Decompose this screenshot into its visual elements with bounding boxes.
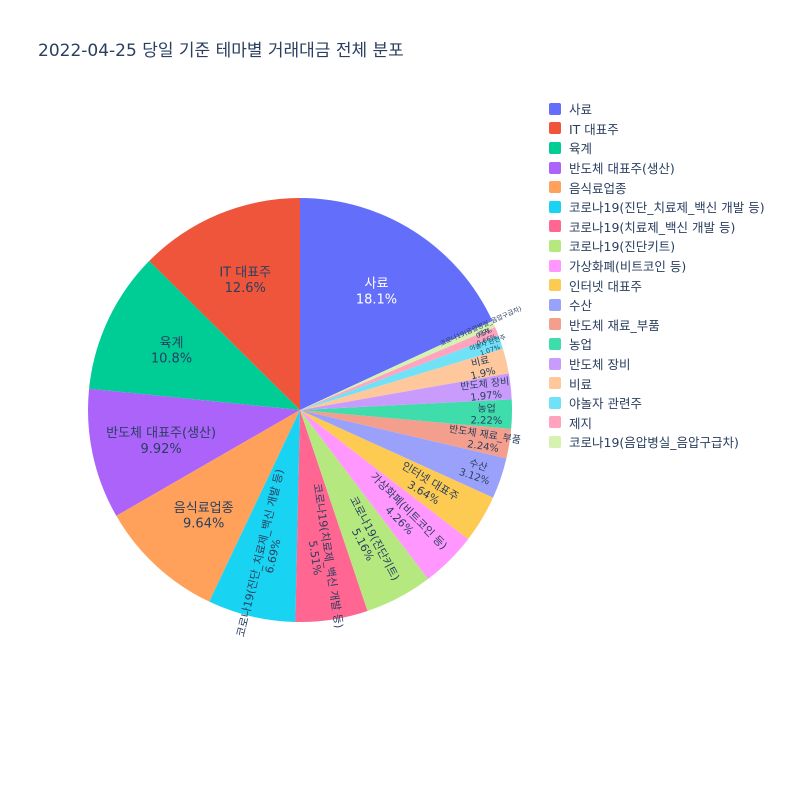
legend-label: IT 대표주 (569, 121, 619, 137)
pie-slice-6[interactable] (295, 410, 368, 623)
legend-label: 코로나19(치료제_백신 개발 등) (569, 219, 736, 235)
pie-slice-14[interactable] (300, 348, 509, 410)
legend-swatch (549, 318, 561, 331)
pie-slice-3[interactable] (87, 388, 300, 516)
legend-item-6[interactable]: 코로나19(치료제_백신 개발 등) (549, 217, 765, 237)
legend-item-4[interactable]: 음식료업종 (549, 177, 765, 197)
pie-slice-11[interactable] (300, 410, 512, 459)
legend-swatch (549, 279, 561, 292)
legend-swatch (549, 416, 561, 429)
pie-slice-10[interactable] (300, 410, 507, 498)
legend-label: 육계 (569, 141, 593, 157)
legend-label: 야놀자 관련주 (569, 396, 642, 412)
legend-label: 제지 (569, 415, 593, 431)
legend-item-11[interactable]: 반도체 재료_부품 (549, 315, 765, 335)
legend-item-1[interactable]: IT 대표주 (549, 119, 765, 139)
pie-slice-5[interactable] (209, 410, 300, 622)
pie-slice-8[interactable] (300, 410, 469, 579)
legend-swatch (549, 161, 561, 174)
legend-label: 수산 (569, 298, 593, 314)
legend-swatch (549, 259, 561, 272)
legend-swatch (549, 357, 561, 370)
legend-swatch (549, 181, 561, 194)
legend-label: 반도체 장비 (569, 357, 631, 373)
legend-swatch (549, 239, 561, 252)
pie-slice-4[interactable] (116, 410, 300, 602)
legend-item-15[interactable]: 야놀자 관련주 (549, 393, 765, 413)
legend-item-14[interactable]: 비료 (549, 373, 765, 393)
legend-swatch (549, 337, 561, 350)
legend-swatch (549, 377, 561, 390)
legend-item-17[interactable]: 코로나19(음압병실_음압구급차) (549, 432, 765, 452)
pie-slice-16[interactable] (300, 327, 499, 410)
legend-label: 음식료업종 (569, 180, 627, 196)
legend-label: 코로나19(진단키트) (569, 239, 676, 255)
legend-swatch (549, 220, 561, 233)
legend-label: 코로나19(음압병실_음압구급차) (569, 435, 739, 451)
legend-label: 코로나19(진단_치료제_백신 개발 등) (569, 200, 765, 216)
legend-item-0[interactable]: 사료 (549, 99, 765, 119)
legend-label: 반도체 대표주(생산) (569, 161, 675, 177)
pie-slice-15[interactable] (300, 335, 503, 410)
legend-item-5[interactable]: 코로나19(진단_치료제_백신 개발 등) (549, 197, 765, 217)
pie-slice-2[interactable] (89, 261, 300, 410)
pie-slice-13[interactable] (300, 373, 512, 410)
legend-swatch (549, 298, 561, 311)
chart-title: 2022-04-25 당일 기준 테마별 거래대금 전체 분포 (38, 41, 404, 61)
legend-item-12[interactable]: 농업 (549, 334, 765, 354)
legend-label: 인터넷 대표주 (569, 278, 642, 294)
legend-item-10[interactable]: 수산 (549, 295, 765, 315)
pie-slice-0[interactable] (300, 198, 493, 410)
legend-label: 반도체 재료_부품 (569, 317, 660, 333)
legend-swatch (549, 122, 561, 135)
legend-swatch (549, 200, 561, 213)
legend-item-7[interactable]: 코로나19(진단키트) (549, 236, 765, 256)
legend-label: 사료 (569, 102, 593, 118)
legend-swatch (549, 435, 561, 448)
pie-slice-12[interactable] (300, 399, 512, 429)
legend-swatch (549, 102, 561, 115)
legend-label: 가상화폐(비트코인 등) (569, 259, 687, 275)
legend-label: 비료 (569, 376, 593, 392)
legend-item-2[interactable]: 육계 (549, 138, 765, 158)
legend-item-16[interactable]: 제지 (549, 413, 765, 433)
pie-slice-17[interactable] (300, 320, 496, 410)
legend-item-9[interactable]: 인터넷 대표주 (549, 275, 765, 295)
legend-label: 농업 (569, 337, 593, 353)
pie-slice-7[interactable] (300, 410, 429, 611)
legend-swatch (549, 396, 561, 409)
pie-slices (87, 198, 512, 623)
pie-slice-9[interactable] (300, 410, 494, 540)
pie-slice-1[interactable] (149, 198, 300, 410)
legend-item-8[interactable]: 가상화폐(비트코인 등) (549, 256, 765, 276)
legend-swatch (549, 141, 561, 154)
legend-item-13[interactable]: 반도체 장비 (549, 354, 765, 374)
legend-item-3[interactable]: 반도체 대표주(생산) (549, 158, 765, 178)
